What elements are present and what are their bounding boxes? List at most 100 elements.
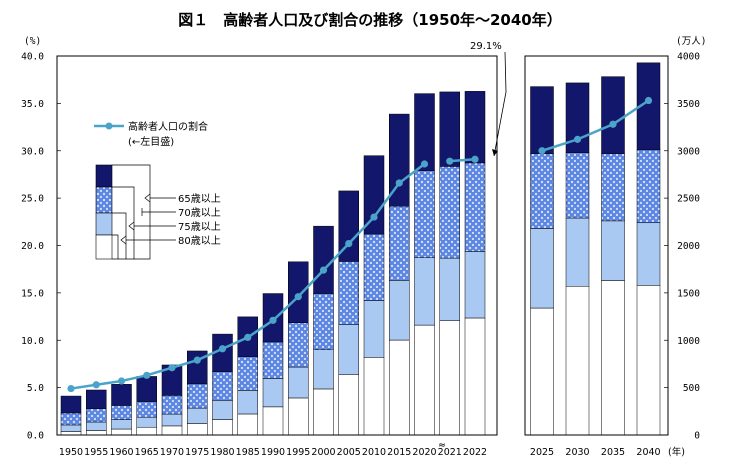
bar-segment-75plus: [288, 366, 309, 399]
right-tick-label: 500: [683, 383, 700, 394]
ratio-point: [218, 345, 227, 353]
ratio-point: [471, 155, 479, 163]
bar-segment-70plus: [338, 261, 359, 325]
bar-segment-75plus: [86, 421, 107, 431]
callout-leader: [493, 51, 507, 157]
bar-segment-75plus: [338, 324, 359, 375]
bar-segment-75plus: [565, 217, 590, 287]
bar-segment-70plus: [601, 153, 625, 222]
bar-segment-65plus: [136, 376, 157, 402]
bar-segment-75plus: [363, 300, 385, 358]
bar-segment-65plus: [464, 91, 486, 164]
ratio-point: [92, 381, 100, 389]
x-tick-label: 2010: [362, 447, 386, 458]
right-tick-label: 1500: [677, 288, 700, 299]
bar-segment-65plus: [338, 190, 359, 262]
x-tick-label: 2021: [438, 447, 462, 458]
bar-segment-80plus: [313, 388, 334, 436]
legend-label-75: 75歳以上: [178, 221, 221, 233]
bar-segment-80plus: [136, 426, 157, 436]
line-legend-sub: (←左目盛): [128, 135, 174, 148]
bar-segment-70plus: [530, 153, 554, 229]
bar-segment-80plus: [363, 357, 385, 436]
bar-segment-70plus: [262, 341, 284, 379]
ratio-point: [395, 179, 403, 187]
bar-segment-80plus: [338, 374, 359, 436]
bar-segment-75plus: [389, 280, 410, 341]
chart-title: 図１ 高齢者人口及び割合の推移（1950年～2040年）: [178, 11, 562, 29]
x-tick-label: 2005: [337, 447, 361, 458]
ratio-point: [168, 364, 176, 372]
x-tick-label: 2025: [530, 447, 554, 458]
bar-segment-70plus: [60, 412, 82, 426]
x-axis-unit: (年): [668, 446, 685, 458]
bar-segment-75plus: [60, 424, 82, 432]
x-tick-label: 1960: [109, 447, 133, 458]
bar-segment-75plus: [262, 378, 284, 408]
legend-label-70: 70歳以上: [178, 207, 221, 219]
ratio-line: [541, 99, 650, 152]
line-legend-marker: [105, 122, 113, 130]
bar-segment-65plus: [439, 91, 460, 167]
ratio-point: [294, 293, 302, 301]
bar-segment-70plus: [136, 401, 157, 418]
line-legend: 高齢者人口の割合 (←左目盛): [94, 120, 208, 148]
bar-segment-70plus: [439, 166, 460, 259]
right-tick-label: 3500: [677, 99, 700, 110]
bar-segment-65plus: [389, 113, 410, 207]
bar-segment-70plus: [414, 170, 435, 258]
bar-segment-80plus: [262, 406, 284, 436]
bar-segment-80plus: [601, 280, 625, 436]
right-tick-label: 2000: [677, 241, 700, 252]
bar-segment-75plus: [136, 416, 157, 428]
ratio-point: [538, 147, 546, 155]
x-tick-label: 1970: [160, 447, 184, 458]
left-tick-label: 20.0: [21, 241, 44, 252]
bar-segment-65plus: [636, 62, 661, 151]
plot-frame: [56, 55, 498, 436]
bar-segment-80plus: [187, 423, 208, 436]
bar-segment-80plus: [439, 320, 460, 436]
x-tick-label: 1955: [84, 447, 108, 458]
bar-segment-65plus: [565, 82, 590, 153]
x-tick-label: 2040: [636, 447, 660, 458]
bar-segment-75plus: [530, 228, 554, 309]
bar-segment-70plus: [111, 405, 132, 420]
bar-segment-80plus: [237, 413, 258, 436]
ratio-point: [193, 356, 201, 364]
x-tick-label: 1965: [135, 447, 159, 458]
bar-segment-65plus: [313, 225, 334, 294]
bar-segment-80plus: [530, 307, 554, 436]
left-tick-label: 0.0: [27, 431, 44, 442]
bar-segment-75plus: [636, 222, 661, 286]
legend-label-65: 65歳以上: [178, 193, 221, 205]
right-tick-label: 3000: [677, 146, 700, 157]
bar-segment-80plus: [161, 425, 183, 436]
left-tick-label: 40.0: [21, 52, 44, 63]
left-tick-label: 5.0: [27, 383, 44, 394]
right-tick-label: 1000: [677, 336, 700, 347]
axis-break-symbol: ≈: [438, 440, 446, 451]
x-tick-label: 2035: [601, 447, 625, 458]
bar-segment-75plus: [187, 407, 208, 424]
bar-segment-75plus: [464, 251, 486, 319]
x-tick-label: 1990: [261, 447, 285, 458]
legend-swatch-80: [95, 234, 113, 260]
bar-segment-70plus: [363, 233, 385, 301]
ratio-point: [143, 371, 151, 379]
bar-segment-80plus: [389, 339, 410, 436]
bar-segment-70plus: [86, 408, 107, 423]
ratio-point: [117, 377, 126, 385]
bar-segment-80plus: [565, 285, 590, 436]
bar-segment-70plus: [565, 152, 590, 219]
legend-swatch-75: [95, 212, 113, 236]
bar-segment-80plus: [636, 285, 661, 436]
bar-segment-80plus: [464, 317, 486, 436]
bar-segment-65plus: [530, 86, 554, 154]
x-tick-label: 2022: [463, 447, 487, 458]
legend-label-80: 80歳以上: [178, 235, 221, 247]
bar-segment-75plus: [111, 419, 132, 430]
ratio-point: [67, 384, 75, 393]
bar-segment-65plus: [86, 389, 107, 409]
